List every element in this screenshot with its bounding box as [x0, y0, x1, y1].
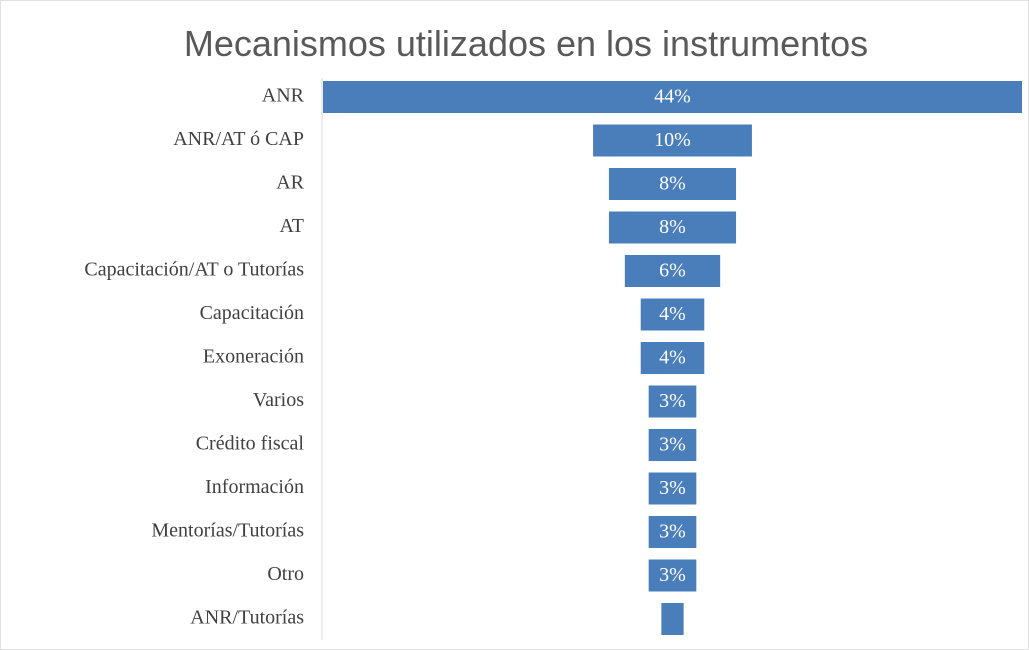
category-label: ANR	[262, 85, 305, 107]
chart-title: Mecanismos utilizados en los instrumento…	[184, 23, 868, 64]
bar	[661, 603, 684, 635]
category-label: AT	[280, 215, 304, 237]
category-label: Otro	[267, 563, 304, 585]
bar	[640, 342, 705, 374]
bar	[608, 168, 737, 200]
bar	[648, 516, 697, 548]
category-label: AR	[276, 172, 304, 194]
category-label: Mentorías/Tutorías	[151, 520, 304, 542]
bar	[624, 255, 721, 287]
value-label: 10%	[654, 129, 691, 151]
category-label: Capacitación/AT o Tutorías	[84, 259, 304, 281]
value-label: 3%	[659, 521, 686, 543]
value-label: 8%	[659, 216, 686, 238]
value-label: 4%	[659, 347, 686, 369]
category-label: ANR/Tutorías	[190, 607, 304, 629]
value-label: 3%	[659, 564, 686, 586]
bar	[648, 429, 697, 461]
bar	[593, 124, 752, 157]
category-label: Exoneración	[203, 346, 304, 368]
value-label: 3%	[659, 477, 686, 499]
category-label: Varios	[253, 389, 304, 411]
category-label: Capacitación	[200, 302, 304, 324]
value-label: 44%	[654, 86, 691, 108]
bar	[648, 472, 697, 505]
value-label: 3%	[659, 434, 686, 456]
category-label: Información	[205, 476, 304, 498]
bar	[648, 559, 697, 592]
bar	[608, 211, 737, 244]
category-label: Crédito fiscal	[196, 433, 305, 455]
bar	[640, 298, 705, 331]
bar	[648, 385, 697, 418]
value-label: 8%	[659, 173, 686, 195]
bar	[323, 81, 1022, 113]
value-label: 3%	[659, 390, 686, 412]
category-label: ANR/AT ó CAP	[173, 128, 304, 150]
value-label: 6%	[659, 260, 686, 282]
value-label: 4%	[659, 303, 686, 325]
